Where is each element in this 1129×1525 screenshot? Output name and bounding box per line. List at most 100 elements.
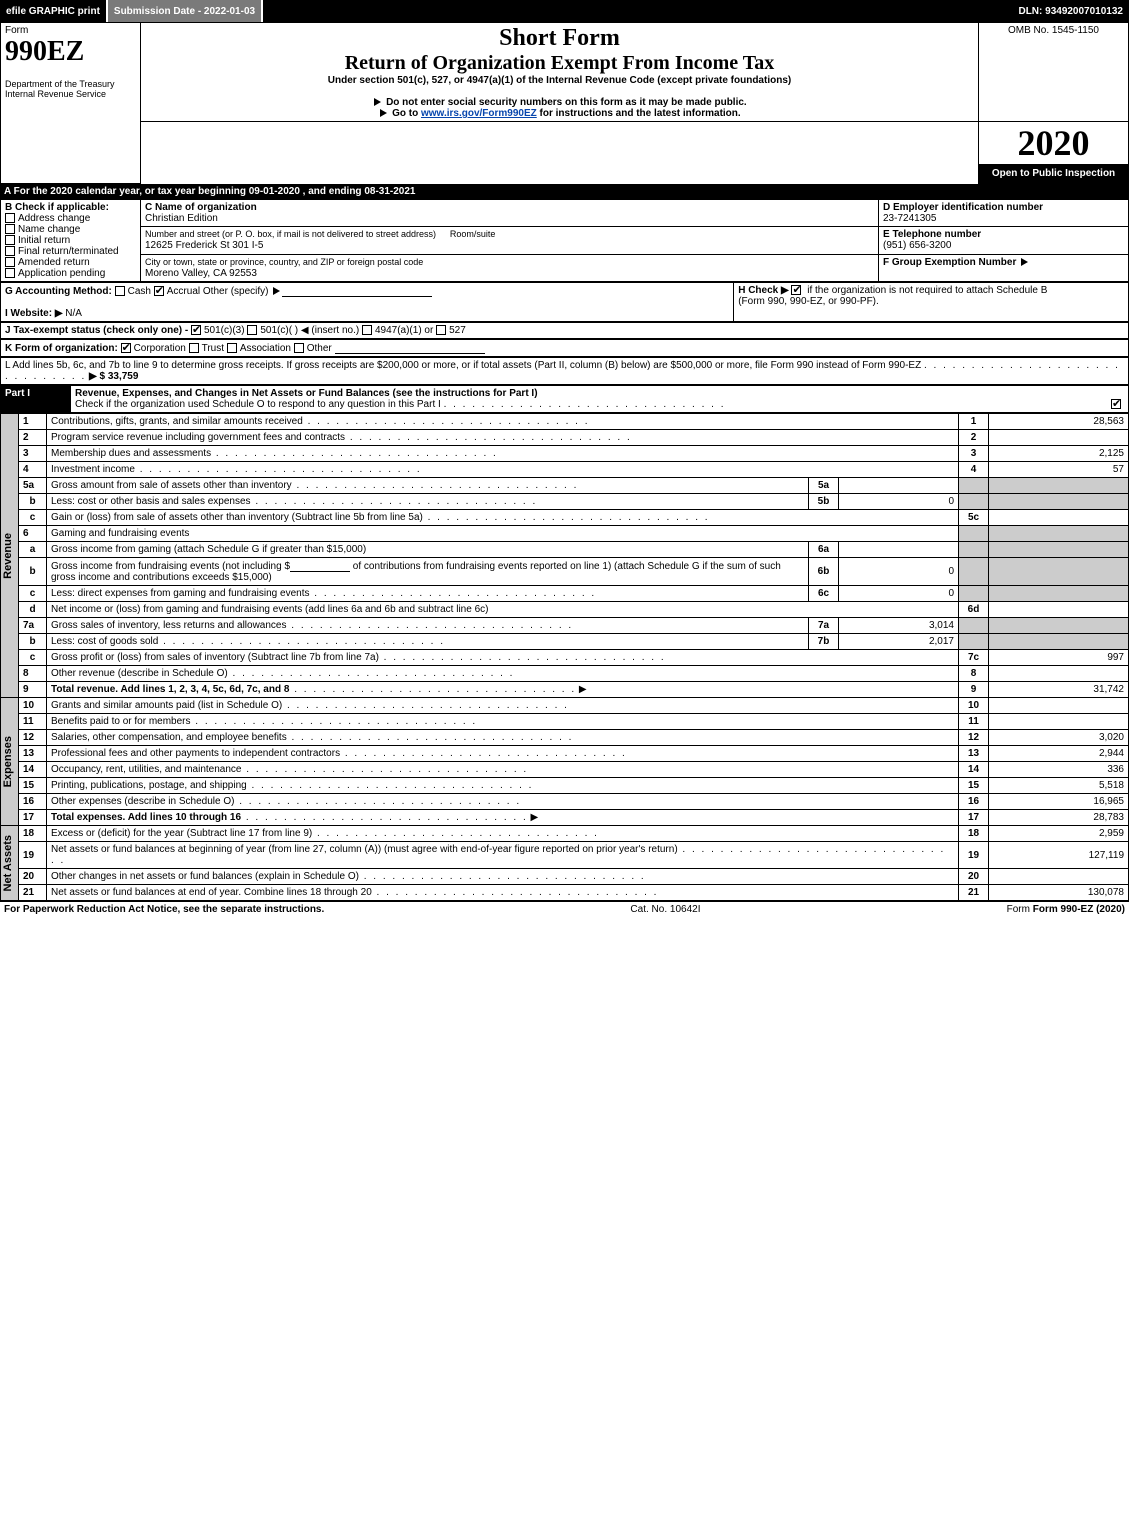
line-l-row: L Add lines 5b, 6c, and 7b to line 9 to …	[1, 358, 1129, 385]
checkbox-accrual[interactable]	[154, 286, 164, 296]
line-desc: Other changes in net assets or fund bala…	[47, 869, 959, 885]
inline-value: 0	[839, 558, 959, 586]
dln-number: DLN: 93492007010132	[1012, 0, 1129, 22]
line-rval: 28,563	[989, 414, 1129, 430]
checkbox-schedule-o[interactable]	[1111, 399, 1121, 409]
part-i-label: Part I	[1, 386, 71, 413]
dept-treasury: Department of the Treasury	[5, 79, 136, 89]
irs-label: Internal Revenue Service	[5, 89, 136, 99]
checkbox-association[interactable]	[227, 343, 237, 353]
checkbox-trust[interactable]	[189, 343, 199, 353]
box-g-label: G Accounting Method:	[5, 286, 112, 297]
line-num: 6	[19, 526, 47, 542]
line-rlab: 5c	[959, 510, 989, 526]
footer-left: For Paperwork Reduction Act Notice, see …	[4, 904, 324, 915]
line-rval: 997	[989, 650, 1129, 666]
checkbox-4947a1[interactable]	[362, 325, 372, 335]
opt-initial-return: Initial return	[18, 235, 70, 246]
checkbox-corporation[interactable]	[121, 343, 131, 353]
opt-corporation: Corporation	[134, 343, 186, 354]
efile-print-button[interactable]: efile GRAPHIC print	[0, 0, 108, 22]
checkbox-initial-return[interactable]	[5, 235, 15, 245]
line-desc: Less: cost or other basis and sales expe…	[47, 494, 809, 510]
checkbox-amended-return[interactable]	[5, 257, 15, 267]
opt-501c3: 501(c)(3)	[204, 325, 245, 336]
other-specify-input[interactable]	[282, 285, 432, 297]
inline-label: 5b	[809, 494, 839, 510]
line-num: 20	[19, 869, 47, 885]
checkbox-final-return[interactable]	[5, 246, 15, 256]
line-rlab: 10	[959, 698, 989, 714]
checkbox-cash[interactable]	[115, 286, 125, 296]
contrib-amount-input[interactable]	[290, 560, 350, 572]
line-num: 12	[19, 730, 47, 746]
checkbox-application-pending[interactable]	[5, 268, 15, 278]
line-rlab: 12	[959, 730, 989, 746]
line-rval: 31,742	[989, 682, 1129, 698]
line-desc: Gross profit or (loss) from sales of inv…	[47, 650, 959, 666]
line-rlab: 13	[959, 746, 989, 762]
other-org-input[interactable]	[335, 342, 485, 354]
topbar-spacer	[263, 0, 1012, 22]
method-check-table: G Accounting Method: Cash Accrual Other …	[0, 282, 1129, 322]
line-num: 8	[19, 666, 47, 682]
tax-year: 2020	[979, 122, 1128, 164]
line-rlab: 19	[959, 842, 989, 869]
box-c-street-label: Number and street (or P. O. box, if mail…	[145, 229, 436, 239]
opt-4947a1: 4947(a)(1) or	[375, 325, 433, 336]
checkbox-other-org[interactable]	[294, 343, 304, 353]
inline-value	[839, 542, 959, 558]
line-num: 1	[19, 414, 47, 430]
line-num: b	[19, 634, 47, 650]
line-rlab: 17	[959, 810, 989, 826]
line-num: 5a	[19, 478, 47, 494]
line-rlab: 20	[959, 869, 989, 885]
part-i-heading: Revenue, Expenses, and Changes in Net As…	[75, 388, 538, 399]
line-rlab: 14	[959, 762, 989, 778]
line-desc: Gain or (loss) from sale of assets other…	[47, 510, 959, 526]
checkbox-501c3[interactable]	[191, 325, 201, 335]
box-k-label: K Form of organization:	[5, 343, 118, 354]
opt-application-pending: Application pending	[18, 268, 105, 279]
line-num: 7a	[19, 618, 47, 634]
line-rval: 16,965	[989, 794, 1129, 810]
line-desc: Investment income	[47, 462, 959, 478]
inline-value	[839, 478, 959, 494]
line-num: a	[19, 542, 47, 558]
line-desc: Total revenue. Add lines 1, 2, 3, 4, 5c,…	[47, 682, 959, 698]
checkbox-schedule-b[interactable]	[791, 285, 801, 295]
irs-link[interactable]: www.irs.gov/Form990EZ	[421, 108, 537, 119]
line-desc: Net assets or fund balances at beginning…	[47, 842, 959, 869]
submission-date: Submission Date - 2022-01-03	[108, 0, 263, 22]
line-num: d	[19, 602, 47, 618]
checkbox-name-change[interactable]	[5, 224, 15, 234]
triangle-icon	[273, 287, 280, 295]
line-desc: Gaming and fundraising events	[47, 526, 959, 542]
line-num: 4	[19, 462, 47, 478]
under-section: Under section 501(c), 527, or 4947(a)(1)…	[145, 75, 974, 86]
line-desc: Gross income from gaming (attach Schedul…	[47, 542, 809, 558]
checkbox-501c[interactable]	[247, 325, 257, 335]
line-rval: 2,959	[989, 826, 1129, 842]
form-number: 990EZ	[5, 36, 136, 68]
checkbox-address-change[interactable]	[5, 213, 15, 223]
line-num: 10	[19, 698, 47, 714]
checkbox-527[interactable]	[436, 325, 446, 335]
expenses-section-label: Expenses	[1, 732, 15, 791]
line-num: 3	[19, 446, 47, 462]
part-i-check-text: Check if the organization used Schedule …	[75, 399, 441, 410]
opt-527: 527	[449, 325, 466, 336]
line-num: 13	[19, 746, 47, 762]
org-name: Christian Edition	[145, 213, 218, 224]
line-rlab: 16	[959, 794, 989, 810]
box-h-text: if the organization is not required to a…	[807, 285, 1047, 296]
title-return: Return of Organization Exempt From Incom…	[145, 52, 974, 75]
opt-other-org: Other	[307, 343, 332, 354]
line-rval	[989, 558, 1129, 586]
line-rlab	[959, 494, 989, 510]
line-desc: Printing, publications, postage, and shi…	[47, 778, 959, 794]
inline-label: 6b	[809, 558, 839, 586]
line-rval: 2,125	[989, 446, 1129, 462]
line-num: 15	[19, 778, 47, 794]
opt-address-change: Address change	[18, 213, 90, 224]
